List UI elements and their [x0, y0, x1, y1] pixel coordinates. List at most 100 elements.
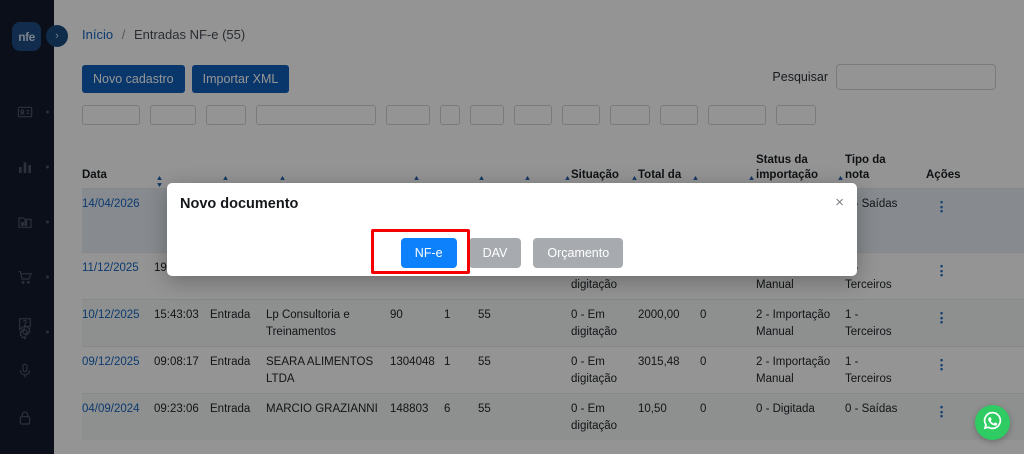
cell-note-type: 1 - Terceiros — [845, 309, 892, 338]
logo-text: nfe — [18, 29, 35, 44]
id-card-icon — [16, 103, 34, 121]
column-filter-input-3[interactable] — [256, 105, 376, 125]
search-input[interactable] — [836, 64, 996, 90]
report-file-icon — [16, 213, 34, 231]
table-filter-cell — [610, 105, 654, 125]
table-filter-cell — [150, 105, 200, 125]
column-filter-input-11[interactable] — [708, 105, 766, 125]
breadcrumb-home-link[interactable]: Início — [82, 27, 114, 42]
cell-number: 90 — [390, 309, 403, 321]
column-header-data[interactable]: Data — [82, 169, 107, 182]
lock-icon — [16, 409, 34, 427]
help-chat-icon — [16, 315, 34, 333]
sidebar-item-cadastros[interactable] — [0, 84, 54, 139]
cell-date[interactable]: 10/12/2025 — [82, 309, 140, 321]
row-actions-menu-icon[interactable]: • • • — [940, 402, 944, 421]
cell-import-status: 2 - Importação Manual — [756, 356, 831, 385]
cell-zero: 0 — [700, 403, 707, 415]
column-header-situação[interactable]: Situação — [571, 169, 619, 182]
column-header-tipo-da-nota[interactable]: Tipo da nota — [845, 153, 886, 182]
cell-number: 1304048 — [390, 356, 435, 368]
row-actions-menu-icon[interactable]: • • • — [940, 197, 944, 216]
cell-date[interactable]: 09/12/2025 — [82, 356, 140, 368]
import-xml-button[interactable]: Importar XML — [191, 65, 290, 94]
doc-type-button-dav[interactable]: DAV — [468, 238, 522, 268]
sidebar-item-seguranca[interactable] — [0, 394, 54, 441]
column-filter-input-1[interactable] — [150, 105, 196, 125]
row-actions-menu-icon[interactable]: • • • — [940, 308, 944, 327]
shopping-cart-icon — [16, 268, 34, 286]
cell-note-type: 1 - Terceiros — [845, 356, 892, 385]
breadcrumb-separator: / — [121, 27, 126, 42]
modal-title: Novo documento — [180, 196, 299, 212]
table-row[interactable]: 10/12/2025 15:43:03 Entrada Lp Consultoria … — [82, 299, 1024, 346]
toolbar: Novo cadastro Importar XML — [82, 65, 290, 94]
column-filter-input-10[interactable] — [660, 105, 698, 125]
cell-total: 10,50 — [638, 403, 667, 415]
cell-date[interactable]: 11/12/2025 — [82, 262, 139, 274]
column-filter-input-12[interactable] — [776, 105, 816, 125]
whatsapp-button[interactable] — [975, 405, 1010, 440]
whatsapp-icon — [982, 410, 1003, 436]
table-header-row: Data Situação Total da Status da importação… — [82, 126, 1024, 188]
row-actions-menu-icon[interactable]: • • • — [940, 261, 944, 280]
column-filter-input-6[interactable] — [470, 105, 504, 125]
sidebar-item-ajuda[interactable] — [0, 300, 54, 347]
doc-type-button-orcamento[interactable]: Orçamento — [533, 238, 624, 268]
cell-type: Entrada — [210, 309, 251, 321]
sidebar-nav-secondary — [0, 300, 54, 454]
table-filter-cell — [660, 105, 702, 125]
cell-party: SEARA ALIMENTOS LTDA — [266, 356, 374, 385]
breadcrumb: Início / Entradas NF-e (55) — [82, 27, 245, 42]
cell-situation: 0 - Em digitação — [571, 356, 618, 385]
cell-type: Entrada — [210, 403, 251, 415]
cell-model: 55 — [478, 356, 491, 368]
table-filter-cell — [82, 105, 144, 125]
row-actions-menu-icon[interactable]: • • • — [940, 355, 944, 374]
table-row[interactable]: 09/12/2025 09:08:17 Entrada SEARA ALIMENTOS… — [82, 346, 1024, 393]
sort-toggle-icon-1[interactable] — [156, 176, 163, 187]
table-filter-cell — [514, 105, 556, 125]
close-icon[interactable]: × — [835, 194, 844, 211]
cell-number: 148803 — [390, 403, 429, 415]
column-filter-input-8[interactable] — [562, 105, 600, 125]
sidebar-toggle-button[interactable]: › — [46, 25, 68, 47]
cell-date[interactable]: 14/04/2026 — [82, 198, 140, 210]
column-filter-input-2[interactable] — [206, 105, 246, 125]
sidebar-item-documentos[interactable] — [0, 194, 54, 249]
column-filter-input-7[interactable] — [514, 105, 552, 125]
new-document-modal: Novo documento × NF-e DAV Orçamento — [167, 183, 857, 276]
table-filter-row — [82, 104, 1024, 126]
cell-time: 09:08:17 — [154, 356, 199, 368]
cell-party: Lp Consultoria e Treinamentos — [266, 309, 350, 338]
sidebar-item-vendas[interactable] — [0, 249, 54, 304]
cell-time: 09:23:06 — [154, 403, 199, 415]
sidebar-item-dispositivo[interactable] — [0, 441, 54, 454]
new-record-button[interactable]: Novo cadastro — [82, 65, 185, 94]
sidebar-item-configuracoes[interactable] — [0, 304, 54, 359]
table-filter-cell — [386, 105, 434, 125]
column-filter-input-4[interactable] — [386, 105, 430, 125]
sidebar-dot — [46, 110, 49, 113]
column-header-ações[interactable]: Ações — [926, 169, 961, 182]
bar-chart-icon — [16, 158, 34, 176]
modal-action-buttons: NF-e DAV Orçamento — [167, 238, 857, 268]
column-filter-input-0[interactable] — [82, 105, 140, 125]
table-filter-cell — [776, 105, 820, 125]
column-filter-input-5[interactable] — [440, 105, 460, 125]
column-filter-input-9[interactable] — [610, 105, 650, 125]
column-header-total-da[interactable]: Total da — [638, 169, 682, 182]
table-filter-cell — [708, 105, 770, 125]
breadcrumb-current: Entradas NF-e (55) — [133, 27, 246, 42]
doc-type-button-nfe[interactable]: NF-e — [400, 238, 457, 268]
app-logo[interactable]: nfe — [12, 22, 41, 51]
search-area: Pesquisar — [772, 64, 996, 90]
cell-date[interactable]: 04/09/2024 — [82, 403, 140, 415]
search-label: Pesquisar — [772, 70, 828, 84]
table-row[interactable]: 04/09/2024 09:23:06 Entrada MARCIO GRAZIANN… — [82, 393, 1024, 440]
chevron-right-icon: › — [55, 30, 59, 42]
sidebar-item-microfone[interactable] — [0, 347, 54, 394]
sidebar-dot — [46, 330, 49, 333]
sidebar-item-relatorios[interactable] — [0, 139, 54, 194]
column-header-status-da-importação[interactable]: Status da importação — [756, 153, 818, 182]
